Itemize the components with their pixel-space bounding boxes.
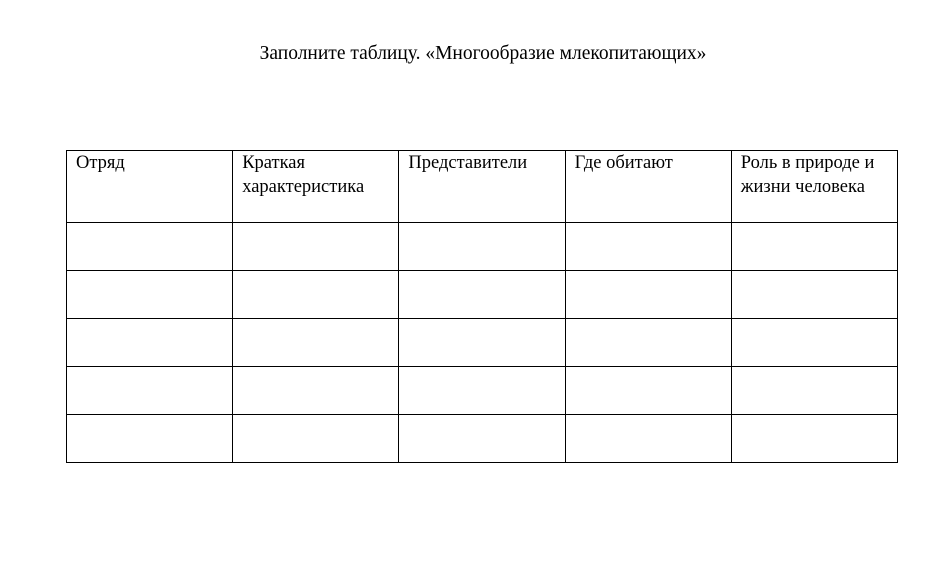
table-row <box>65 318 899 367</box>
table-cell[interactable] <box>232 222 400 271</box>
table-cell[interactable] <box>65 222 234 271</box>
mammals-table: Отряд Краткая характеристика Представите… <box>65 150 899 463</box>
table-row <box>65 414 899 463</box>
table-cell[interactable] <box>232 414 400 463</box>
table-cell[interactable] <box>564 222 732 271</box>
document-title: Заполните таблицу. «Многообразие млекопи… <box>259 43 707 64</box>
table-cell[interactable] <box>564 270 732 319</box>
table-header-row: Отряд Краткая характеристика Представите… <box>65 150 899 223</box>
header-order: Отряд <box>65 150 234 223</box>
table-cell[interactable] <box>232 270 400 319</box>
table-cell[interactable] <box>232 366 400 415</box>
table-cell[interactable] <box>730 222 899 271</box>
table-cell[interactable] <box>730 318 899 367</box>
table-cell[interactable] <box>730 270 899 319</box>
table-cell[interactable] <box>564 366 732 415</box>
table-cell[interactable] <box>65 414 234 463</box>
table-cell[interactable] <box>65 318 234 367</box>
table-cell[interactable] <box>564 318 732 367</box>
table-cell[interactable] <box>730 414 899 463</box>
table-cell[interactable] <box>65 270 234 319</box>
table-cell[interactable] <box>232 318 400 367</box>
table-cell[interactable] <box>398 318 566 367</box>
table-cell[interactable] <box>398 270 566 319</box>
table-row <box>65 366 899 415</box>
table-cell[interactable] <box>398 414 566 463</box>
table-row <box>65 222 899 271</box>
table-cell[interactable] <box>398 366 566 415</box>
header-characteristics: Краткая характеристика <box>232 150 400 223</box>
header-representatives: Представители <box>398 150 566 223</box>
table-cell[interactable] <box>730 366 899 415</box>
header-role: Роль в природе и жизни человека <box>730 150 899 223</box>
table-cell[interactable] <box>65 366 234 415</box>
table-cell[interactable] <box>398 222 566 271</box>
header-habitat: Где обитают <box>564 150 732 223</box>
table-row <box>65 270 899 319</box>
table-cell[interactable] <box>564 414 732 463</box>
